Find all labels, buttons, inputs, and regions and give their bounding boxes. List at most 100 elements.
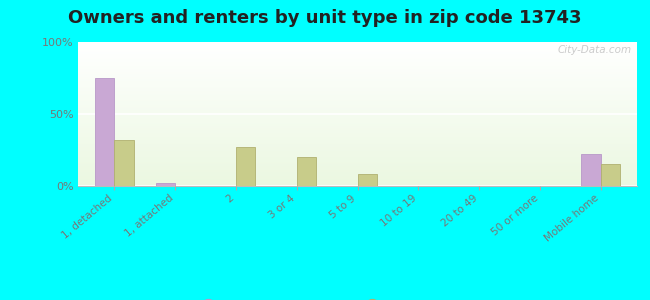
Bar (78, 81, 637, 82)
Bar (78, 183, 637, 184)
Bar (78, 76, 637, 78)
Bar (78, 154, 637, 156)
Legend: Owner occupied units, Renter occupied units: Owner occupied units, Renter occupied un… (198, 296, 517, 300)
Bar (78, 48, 637, 49)
Bar (78, 177, 637, 179)
Bar (78, 101, 637, 103)
Bar (78, 166, 637, 167)
Bar (78, 46, 637, 48)
Bar (78, 172, 637, 173)
Bar (78, 180, 637, 182)
Bar (78, 59, 637, 61)
Bar (78, 71, 637, 72)
Bar (78, 114, 637, 116)
Bar (78, 42, 637, 44)
Bar (78, 120, 637, 121)
Bar (78, 111, 637, 112)
Bar (78, 88, 637, 89)
Text: Owners and renters by unit type in zip code 13743: Owners and renters by unit type in zip c… (68, 9, 582, 27)
Bar (78, 140, 637, 141)
Bar (78, 157, 637, 159)
Bar (78, 170, 637, 172)
Bar (78, 98, 637, 100)
Bar (78, 131, 637, 133)
Bar (78, 147, 637, 148)
Bar (78, 156, 637, 157)
Bar (601, 164, 620, 186)
Bar (78, 62, 637, 64)
Bar (78, 130, 637, 131)
Bar (78, 58, 637, 59)
Bar (78, 52, 637, 53)
Bar (78, 184, 637, 186)
Bar (78, 65, 637, 67)
Bar (78, 108, 637, 110)
Bar (78, 61, 637, 62)
Bar (78, 105, 637, 107)
Bar (78, 68, 637, 69)
Bar (78, 160, 637, 161)
Bar (78, 125, 637, 127)
Bar (297, 157, 316, 186)
Bar (78, 139, 637, 140)
Bar (78, 104, 637, 105)
Bar (78, 173, 637, 175)
Bar (78, 123, 637, 124)
Bar (78, 134, 637, 136)
Bar (78, 97, 637, 98)
Bar (78, 169, 637, 170)
Bar (78, 103, 637, 104)
Bar (78, 94, 637, 95)
Bar (78, 159, 637, 160)
Bar (358, 175, 377, 186)
Bar (78, 143, 637, 144)
Bar (78, 176, 637, 177)
Bar (78, 161, 637, 163)
Bar (78, 133, 637, 134)
Bar (78, 64, 637, 65)
Bar (78, 141, 637, 143)
Bar (78, 107, 637, 108)
Bar (78, 85, 637, 87)
Bar (78, 95, 637, 97)
Bar (78, 55, 637, 56)
Bar (78, 74, 637, 75)
Bar (78, 182, 637, 183)
Bar (78, 82, 637, 84)
Bar (78, 179, 637, 180)
Text: City-Data.com: City-Data.com (557, 45, 631, 55)
Bar (78, 100, 637, 101)
Bar (78, 75, 637, 76)
Bar (114, 140, 134, 186)
Bar (78, 92, 637, 94)
Bar (156, 183, 176, 186)
Bar (78, 51, 637, 52)
Bar (78, 121, 637, 123)
Bar (78, 89, 637, 91)
Bar (78, 49, 637, 51)
Bar (78, 167, 637, 169)
Bar (78, 146, 637, 147)
Bar (78, 128, 637, 130)
Bar (78, 72, 637, 74)
Bar (78, 136, 637, 137)
Bar (78, 137, 637, 139)
Bar (78, 69, 637, 71)
Bar (78, 148, 637, 150)
Bar (78, 91, 637, 92)
Bar (78, 150, 637, 152)
Bar (78, 110, 637, 111)
Bar (78, 124, 637, 125)
Bar (78, 153, 637, 154)
Bar (78, 152, 637, 153)
Bar (78, 118, 637, 120)
Bar (78, 117, 637, 118)
Bar (581, 154, 601, 186)
Bar (78, 53, 637, 55)
Bar (78, 127, 637, 128)
Bar (236, 147, 255, 186)
Bar (78, 80, 637, 81)
Bar (78, 144, 637, 146)
Bar (78, 87, 637, 88)
Bar (78, 56, 637, 58)
